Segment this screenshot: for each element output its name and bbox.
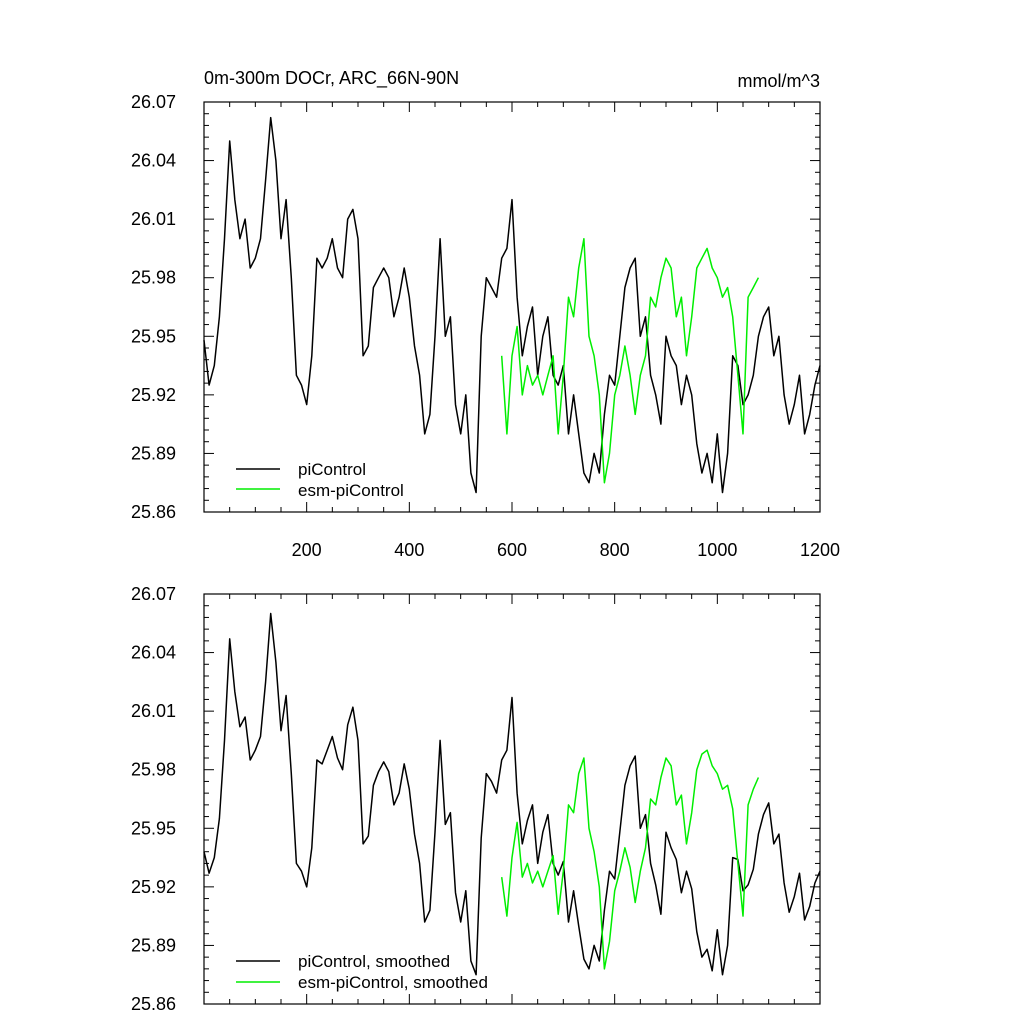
legend-label-picontrol: piControl [298, 460, 366, 479]
y-tick-label: 25.92 [131, 385, 176, 405]
x-tick-label: 1000 [697, 540, 737, 560]
bottom-panel: 25.86 25.89 25.92 25.95 25.98 26.01 26.04 26.07… [131, 584, 821, 1014]
y-tick-label: 25.92 [131, 877, 176, 897]
top-plot-area [203, 101, 821, 513]
y-tick-label: 25.89 [131, 443, 176, 463]
y-tick-label: 26.07 [131, 92, 176, 112]
y-tick-label: 25.95 [131, 818, 176, 838]
y-tick-label: 25.98 [131, 268, 176, 288]
y-tick-label: 25.98 [131, 760, 176, 780]
series-line-esm-picontrol-smoothed [500, 749, 760, 970]
top-plot-frame [203, 101, 821, 513]
x-tick-label: 1200 [800, 540, 840, 560]
series-line-esm-picontrol [500, 237, 760, 484]
y-tick-label: 26.04 [131, 151, 176, 171]
y-tick-label: 26.01 [131, 209, 176, 229]
bottom-legend: piControl, smoothed esm-piControl, smoot… [236, 952, 488, 992]
y-tick-label: 25.86 [131, 502, 176, 522]
y-tick-label: 25.95 [131, 326, 176, 346]
y-tick-label: 25.86 [131, 994, 176, 1014]
x-tick-label: 200 [292, 540, 322, 560]
y-tick-label: 26.04 [131, 643, 176, 663]
series-line-picontrol-smoothed [203, 612, 821, 976]
units-label: mmol/m^3 [738, 71, 820, 91]
y-tick-label: 25.89 [131, 935, 176, 955]
series-line-picontrol [203, 116, 821, 494]
panel-title: 0m-300m DOCr, ARC_66N-90N [204, 68, 459, 89]
y-tick-label: 26.01 [131, 701, 176, 721]
top-legend: piControl esm-piControl [236, 460, 404, 500]
bottom-plot-area [203, 593, 821, 1005]
x-tick-label: 400 [394, 540, 424, 560]
x-tick-label: 800 [600, 540, 630, 560]
bottom-plot-frame [203, 593, 821, 1005]
legend-label-esm-picontrol-smoothed: esm-piControl, smoothed [298, 973, 488, 992]
x-tick-label: 600 [497, 540, 527, 560]
legend-label-picontrol-smoothed: piControl, smoothed [298, 952, 450, 971]
top-panel: 0m-300m DOCr, ARC_66N-90N mmol/m^3 25.86… [131, 68, 840, 560]
legend-label-esm-picontrol: esm-piControl [298, 481, 404, 500]
y-tick-label: 26.07 [131, 584, 176, 604]
